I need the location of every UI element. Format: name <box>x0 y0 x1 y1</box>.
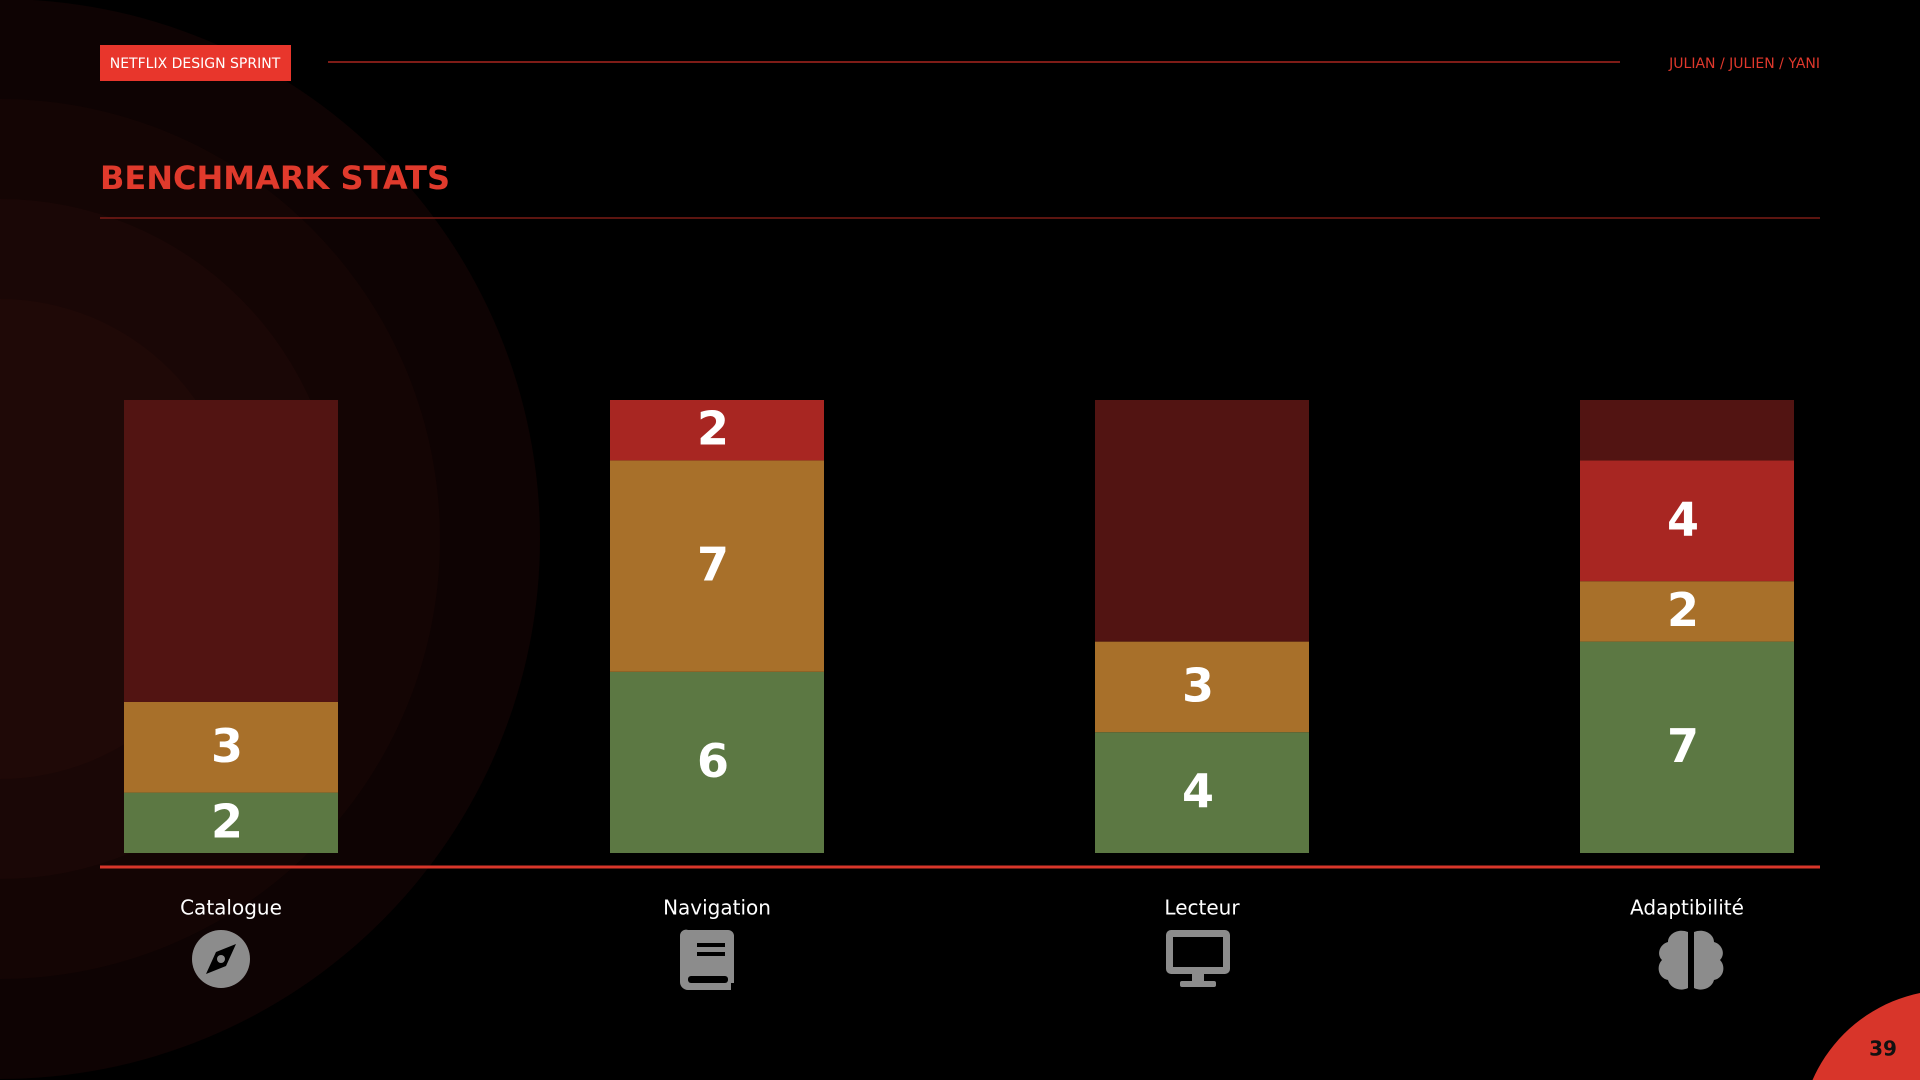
data-label: 2 <box>697 402 729 456</box>
data-label: 6 <box>697 734 729 788</box>
data-label: 7 <box>1667 719 1699 773</box>
header-tag-box <box>100 45 291 81</box>
bar-segment <box>610 460 824 672</box>
category-icons <box>192 929 1724 990</box>
bar-segment <box>1580 460 1794 582</box>
bar-segment <box>1580 641 1794 853</box>
category-label: Navigation <box>663 896 771 920</box>
compass-icon <box>192 930 250 988</box>
data-label: 4 <box>1182 764 1214 818</box>
brain-icon <box>1658 930 1724 990</box>
bar-segment <box>124 400 338 702</box>
bar-segment <box>124 702 338 793</box>
page-corner <box>1812 993 1920 1080</box>
data-label: 4 <box>1667 492 1699 546</box>
data-label: 3 <box>211 719 243 773</box>
data-label: 2 <box>211 794 243 848</box>
bar-segment <box>1095 732 1309 853</box>
monitor-icon <box>1166 930 1230 987</box>
bar-segment <box>124 792 338 853</box>
chart-title: BENCHMARK STATS <box>100 159 450 197</box>
bar-segment <box>1580 400 1794 461</box>
bar-segment <box>1095 400 1309 642</box>
category-label: Catalogue <box>180 896 282 920</box>
data-label: 2 <box>1667 583 1699 637</box>
header-authors: JULIAN / JULIEN / YANI <box>1668 56 1820 72</box>
bar-segment <box>610 671 824 853</box>
header-tag: NETFLIX DESIGN SPRINT <box>110 56 281 72</box>
chart: 2 3 Catalogue 6 7 2 Navigation 4 3 Lecteur 7 2 4 Adap… <box>124 400 1794 920</box>
category-label: Adaptibilité <box>1630 896 1744 920</box>
bar-segment <box>1580 581 1794 642</box>
bar-segment <box>610 400 824 461</box>
bar-segment <box>1095 641 1309 733</box>
book-icon <box>679 929 734 990</box>
data-label: 7 <box>697 538 729 592</box>
page-number: 39 <box>1869 1037 1897 1061</box>
data-label: 3 <box>1182 658 1214 712</box>
category-label: Lecteur <box>1164 896 1240 920</box>
